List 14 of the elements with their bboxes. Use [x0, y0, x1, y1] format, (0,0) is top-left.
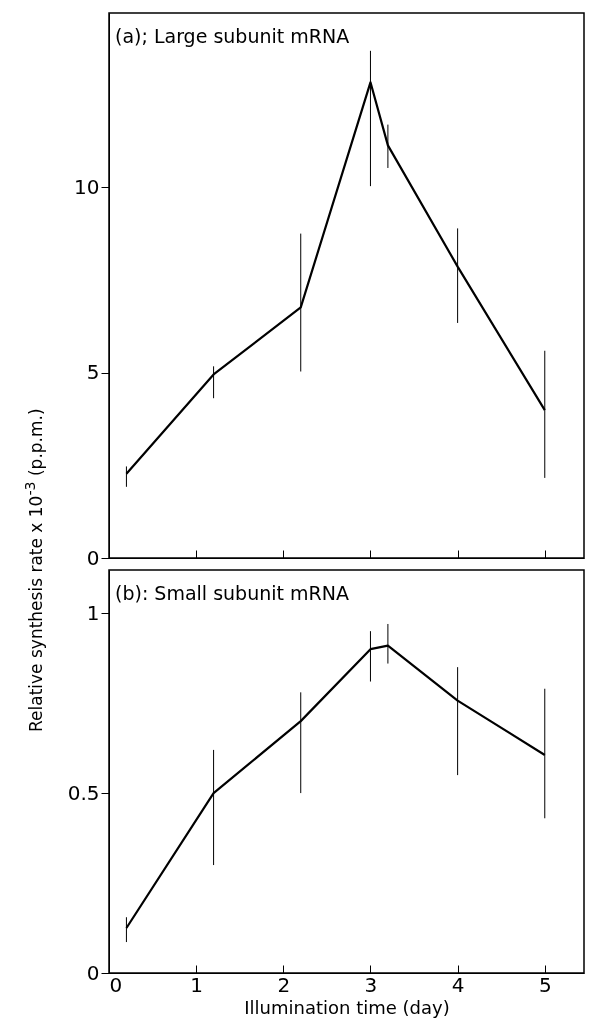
y-tick-label: 1: [86, 600, 100, 625]
y-tick-label: 0.5: [67, 780, 100, 805]
x-tick-label: 4: [451, 972, 465, 997]
text: (b): Small subunit mRNA: [115, 582, 349, 604]
y-tick-label: 10: [74, 174, 100, 199]
x-tick-label: 2: [277, 972, 291, 997]
y-tick-label: 5: [86, 360, 100, 385]
x-tick-label: 0: [109, 972, 123, 997]
x-axis-title: Illumination time (day): [244, 996, 450, 1018]
x-tick-label: 3: [364, 972, 378, 997]
text: (a); Large subunit mRNA: [115, 25, 350, 47]
x-tick-label: 1: [190, 972, 204, 997]
x-tick-label: 5: [538, 972, 552, 997]
y-tick-label: 0: [86, 545, 100, 570]
